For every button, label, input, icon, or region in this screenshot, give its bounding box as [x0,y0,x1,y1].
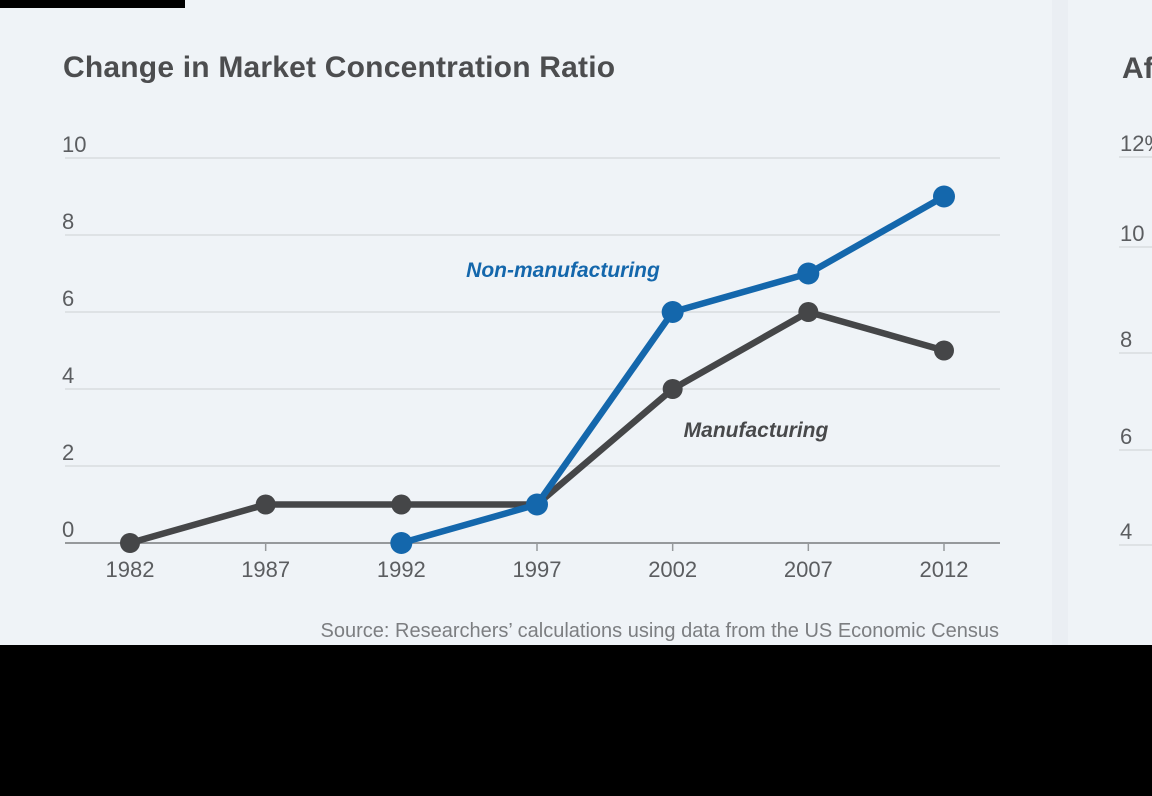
data-point-manufacturing [255,494,276,515]
y-tick-label: 4 [62,363,74,388]
right-chart-y-tick-label: 4 [1120,519,1132,544]
right-chart-y-tick-label: 10 [1120,221,1144,246]
source-note: Source: Researchers’ calculations using … [320,620,999,642]
panel-divider [1052,0,1068,645]
data-point-manufacturing [798,302,819,322]
data-point-manufacturing [391,494,412,515]
line-chart-canvas: 0 2 4 6 8 10 1982 1987 1992 1997 2002 2007 2012 Non-m… [62,131,1152,582]
x-tick-label: 1982 [106,557,155,582]
data-point-non-manufacturing [390,532,413,554]
data-point-non-manufacturing [933,185,956,208]
data-point-manufacturing [662,379,683,399]
y-tick-label: 0 [62,517,74,542]
x-tick-label: 2007 [784,557,833,582]
series-label: Manufacturing [684,419,829,442]
data-point-non-manufacturing [526,493,549,516]
chart-panel: Change in Market Concentration Ratio Af … [0,0,1152,645]
right-chart-y-tick-label: 8 [1120,327,1132,352]
right-chart-title-partial: Af [1122,52,1152,85]
y-tick-label: 6 [62,286,74,311]
x-tick-label: 1997 [513,557,562,582]
series-line-non-manufacturing [398,193,948,547]
x-tick-label: 1987 [241,557,290,582]
bottom-black-bar [0,645,1152,796]
series-label: Non-manufacturing [466,259,660,282]
right-chart-y-tick-label: 12% [1120,131,1152,156]
data-point-non-manufacturing [797,262,820,285]
data-point-manufacturing [120,533,140,553]
y-tick-label: 2 [62,440,74,465]
x-tick-label: 2012 [920,557,969,582]
y-tick-label: 8 [62,209,74,234]
x-tick-label: 2002 [648,557,697,582]
top-black-bar [0,0,185,8]
right-chart-y-tick-label: 6 [1120,424,1132,449]
data-point-non-manufacturing [661,301,684,323]
x-tick-label: 1992 [377,557,426,582]
data-point-manufacturing [934,340,955,361]
y-tick-label: 10 [62,132,86,157]
chart-title: Change in Market Concentration Ratio [63,51,616,84]
